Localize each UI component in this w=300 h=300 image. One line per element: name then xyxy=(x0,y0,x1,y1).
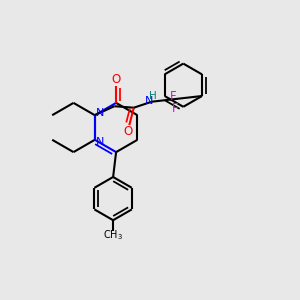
Text: H: H xyxy=(148,91,156,101)
Text: O: O xyxy=(123,125,132,138)
Text: F: F xyxy=(170,89,176,103)
Text: F: F xyxy=(172,102,178,115)
Text: N: N xyxy=(96,108,104,118)
Text: CH$_3$: CH$_3$ xyxy=(103,228,123,242)
Text: O: O xyxy=(112,73,121,86)
Text: N: N xyxy=(96,137,104,147)
Text: N: N xyxy=(145,96,153,106)
